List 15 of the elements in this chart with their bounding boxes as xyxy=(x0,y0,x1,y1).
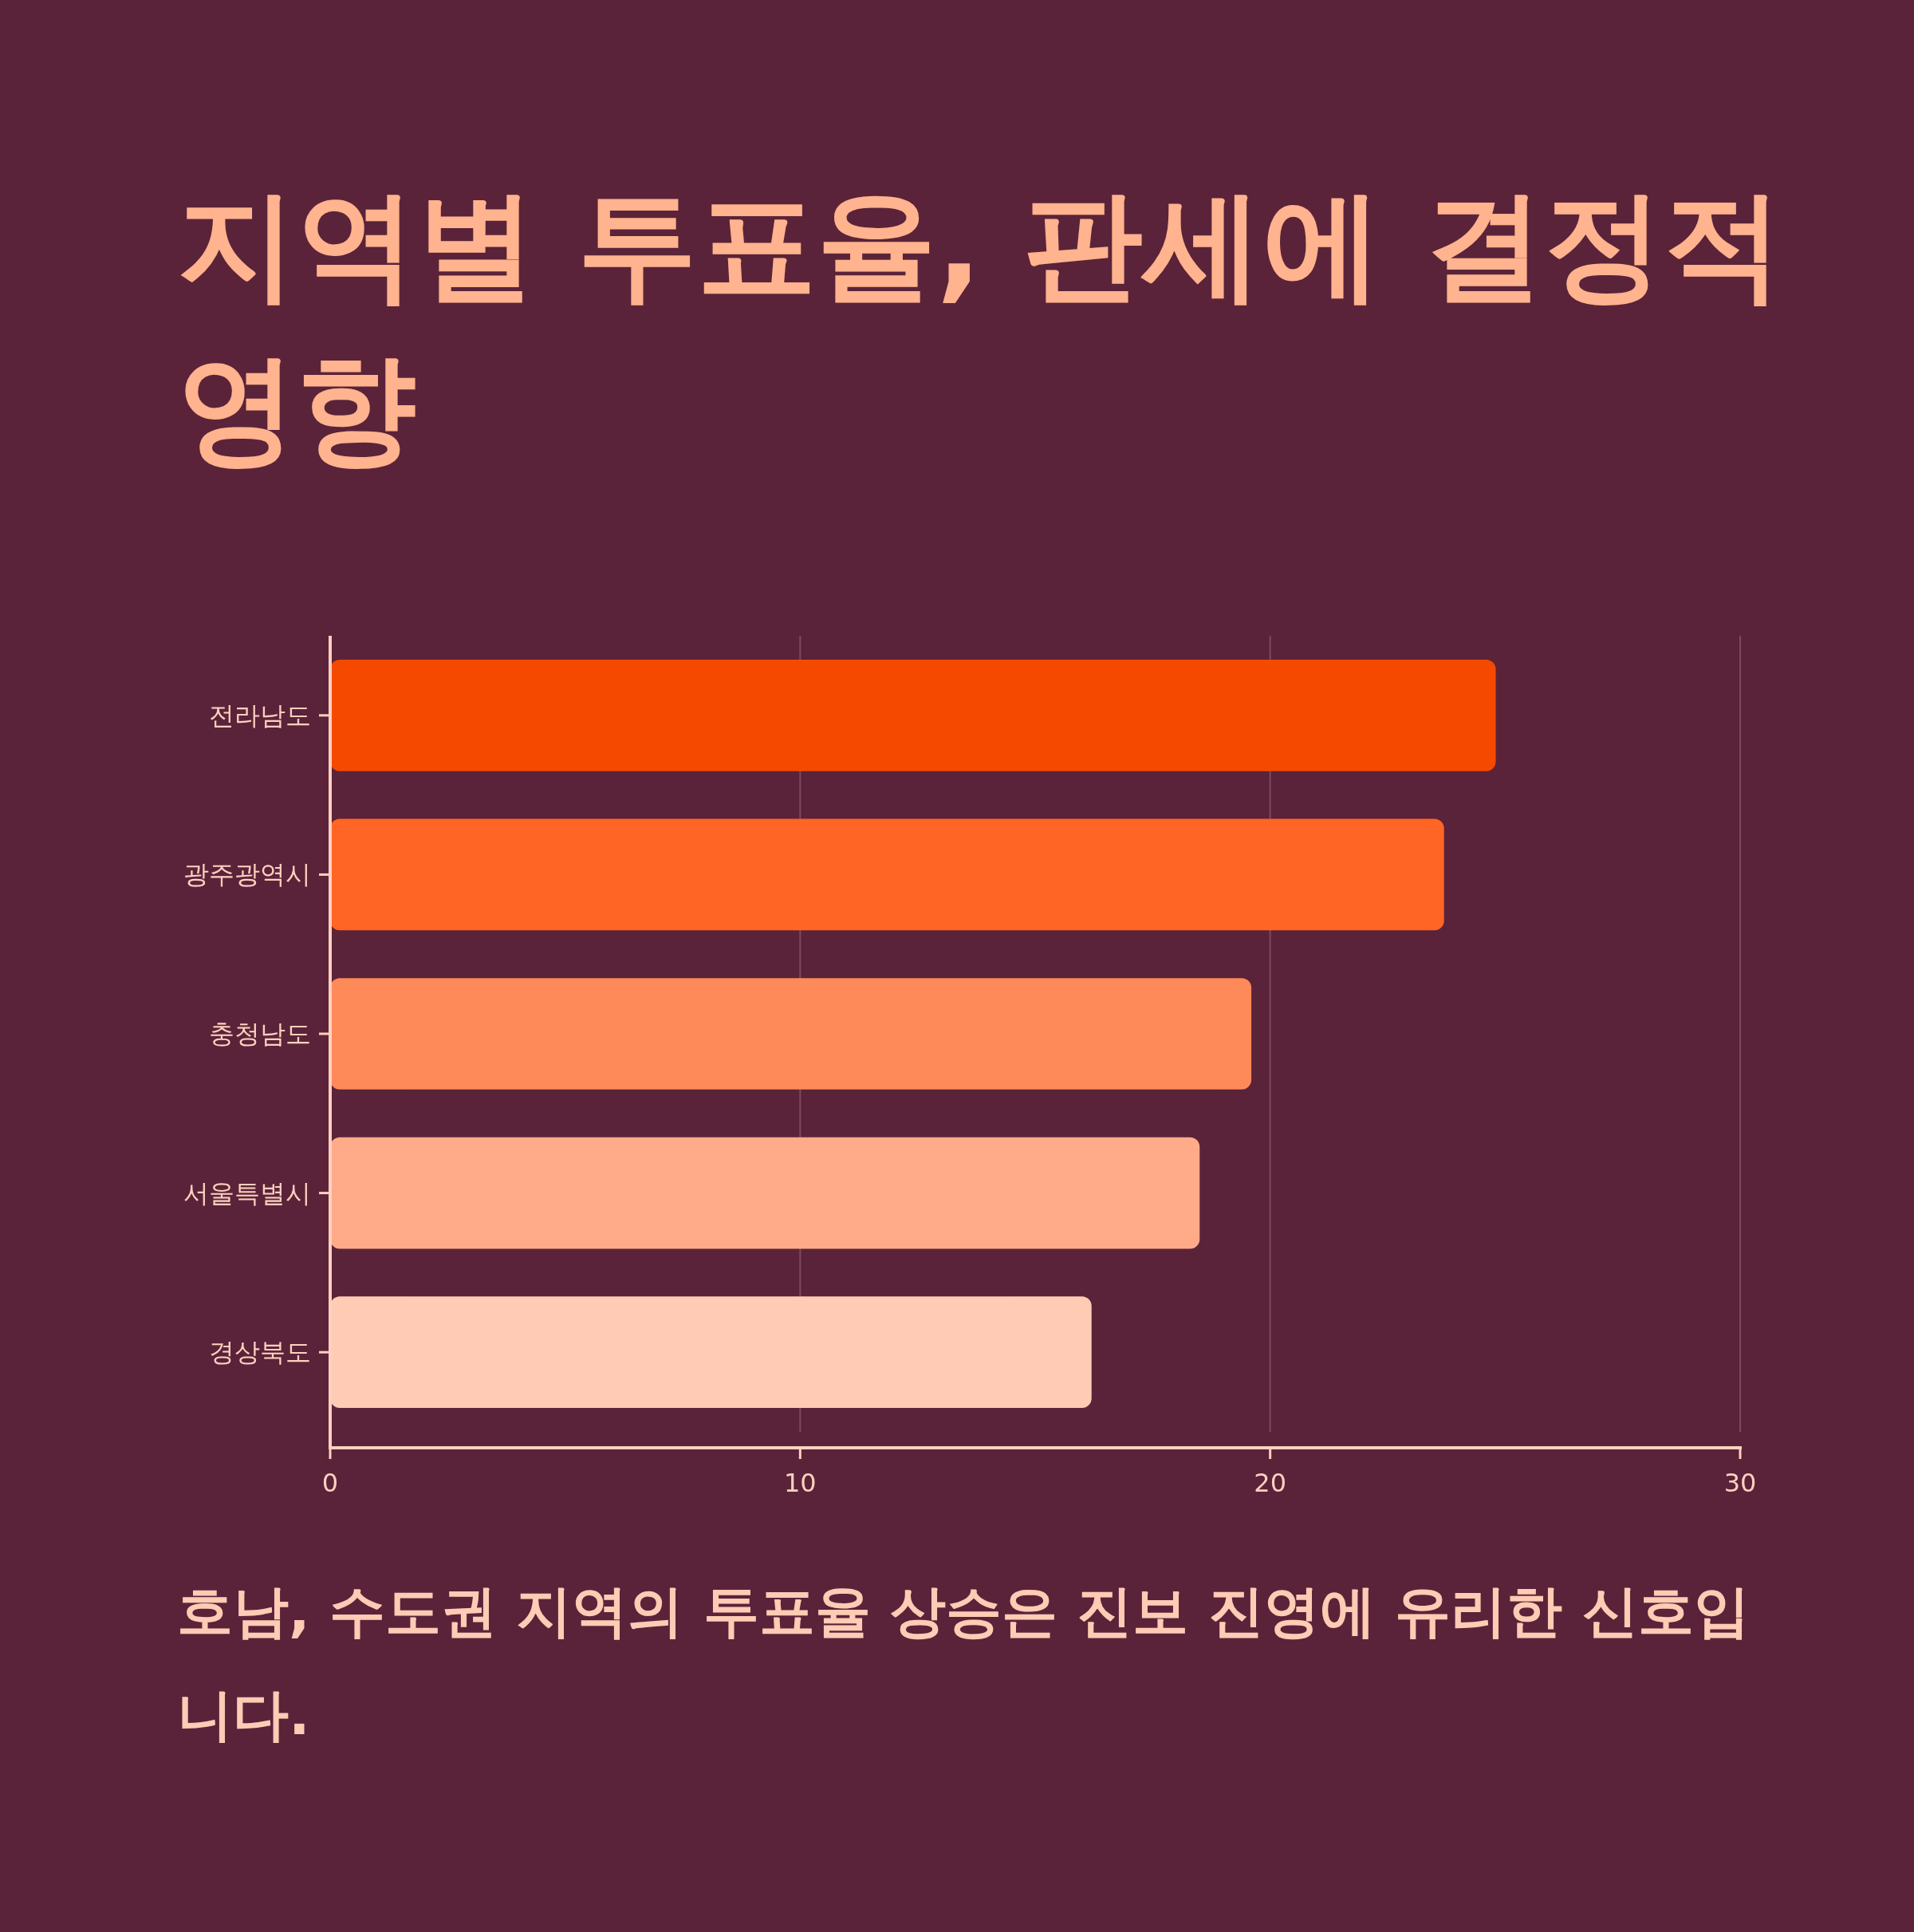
x-tick-label: 30 xyxy=(1723,1468,1757,1498)
y-tick-label: 전라남도 xyxy=(209,700,311,731)
x-tick-label: 10 xyxy=(783,1468,817,1498)
chart-title: 지역별 투표율, 판세에 결정적 영향 xyxy=(177,175,1784,479)
y-tick-label: 광주광역시 xyxy=(183,859,311,890)
x-tick-label: 20 xyxy=(1254,1468,1287,1498)
y-tick-label: 서울특별시 xyxy=(183,1177,311,1208)
bar xyxy=(330,659,1496,771)
y-tick-label: 경상북도 xyxy=(209,1337,311,1368)
x-tick-label: 0 xyxy=(321,1468,339,1498)
bar xyxy=(330,978,1252,1090)
bar xyxy=(330,818,1444,931)
text: 호남, 수도권 지역의 투표율 상승은 진보 진영에 유리한 신호입니다. xyxy=(177,1578,1751,1749)
bar xyxy=(330,1137,1200,1249)
y-tick-label: 충청남도 xyxy=(209,1019,311,1049)
